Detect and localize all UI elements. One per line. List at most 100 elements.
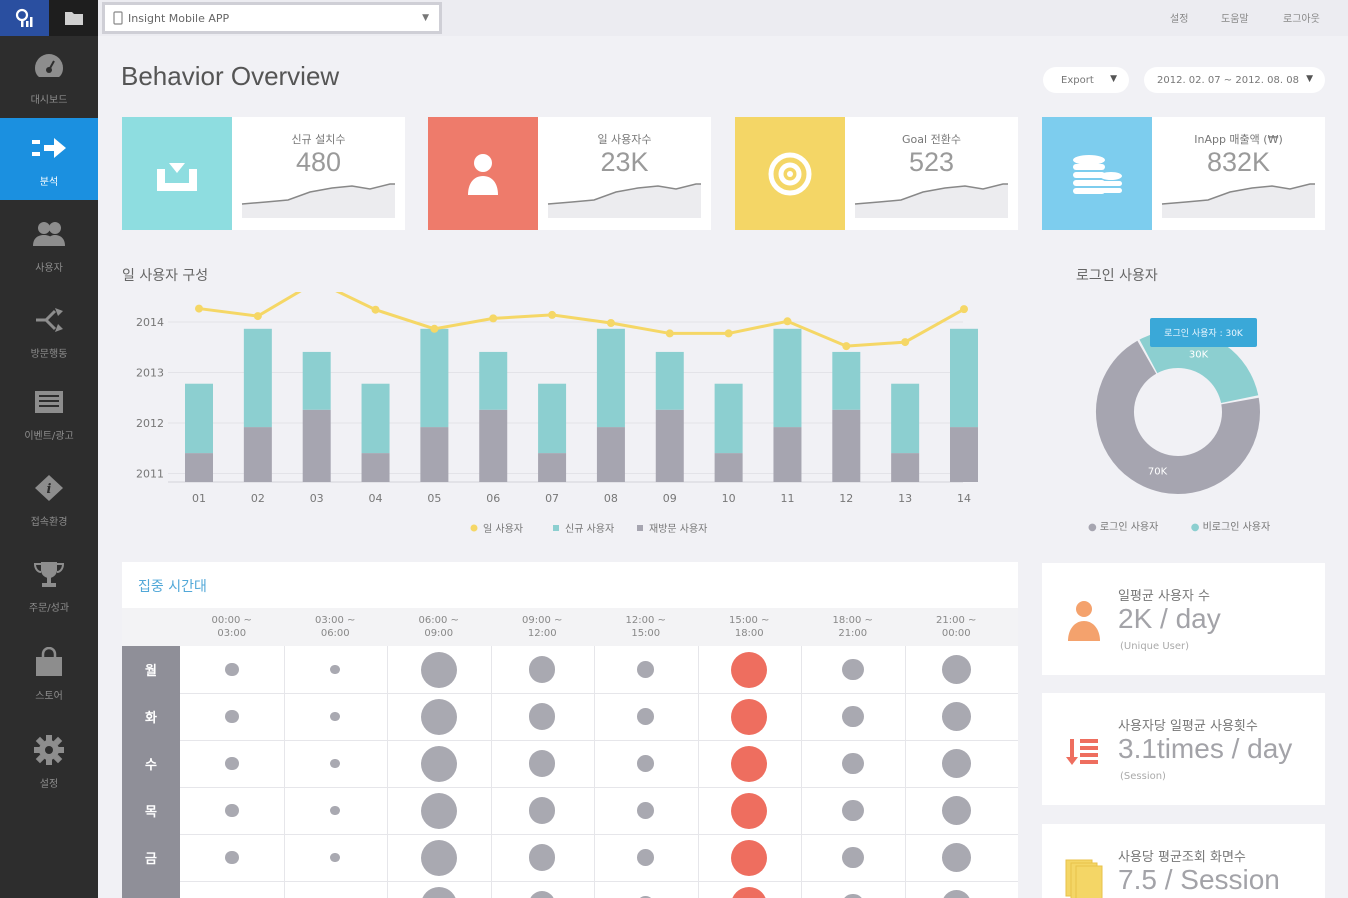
kpi-card-inapp-revenue[interactable]: InApp 매출액 (₩) 832K bbox=[1042, 117, 1325, 230]
kpi-value: 480 bbox=[295, 147, 342, 177]
sidebar-item-analysis[interactable]: 분석 bbox=[0, 118, 98, 200]
bar-new bbox=[655, 351, 684, 410]
bar-new bbox=[891, 383, 920, 454]
legend-marker bbox=[637, 525, 643, 531]
grid-row-divider bbox=[180, 693, 1018, 694]
heatmap-dot bbox=[637, 661, 655, 678]
app-logo[interactable] bbox=[0, 0, 49, 36]
kpi-label: 신규 설치수 bbox=[291, 133, 346, 146]
x-tick-label: 14 bbox=[957, 492, 971, 505]
bar-returning bbox=[596, 427, 625, 482]
x-tick-label: 01 bbox=[192, 492, 206, 505]
line-point bbox=[901, 338, 910, 347]
sidebar-item-label: 사용자 bbox=[35, 263, 63, 274]
sidebar-item-label: 접속환경 bbox=[30, 517, 68, 528]
bar-returning bbox=[243, 427, 272, 482]
app-select[interactable]: Insight Mobile APP ▼ bbox=[102, 2, 442, 34]
bar-returning bbox=[950, 427, 978, 482]
x-tick-label: 13 bbox=[898, 492, 912, 505]
grid-divider bbox=[904, 646, 906, 898]
bar-new bbox=[420, 328, 449, 428]
legend-marker bbox=[553, 525, 559, 531]
coins-icon bbox=[1042, 117, 1152, 230]
y-tick-label: 2012 bbox=[136, 417, 164, 430]
logout-link[interactable]: 로그아웃 bbox=[1283, 14, 1320, 25]
settings-link[interactable]: 설정 bbox=[1170, 14, 1189, 25]
sidebar-item-label: 스토어 bbox=[35, 691, 63, 702]
time-slot-start: 21:00 ~ bbox=[936, 615, 977, 626]
heatmap-dot bbox=[330, 805, 341, 816]
sidebar-item-users[interactable]: 사용자 bbox=[0, 204, 98, 286]
heatmap-dot bbox=[529, 891, 556, 898]
time-slot-header: 18:00 ~ 21:00 bbox=[813, 614, 893, 640]
x-tick-label: 04 bbox=[369, 492, 383, 505]
x-tick-label: 02 bbox=[251, 492, 265, 505]
heatmap-dot bbox=[225, 662, 239, 677]
sidebar-item-label: 대시보드 bbox=[30, 95, 68, 106]
bar-returning bbox=[538, 453, 567, 482]
export-dropdown[interactable]: Export ▼ bbox=[1043, 67, 1129, 93]
gear-icon bbox=[30, 734, 68, 766]
heatmap-dot bbox=[420, 745, 457, 782]
stat-subtitle: (Unique User) bbox=[1120, 641, 1190, 652]
bag-icon bbox=[30, 646, 68, 678]
sidebar-item-orders[interactable]: 주문/성과 bbox=[0, 544, 98, 626]
kpi-card-daily-users[interactable]: 일 사용자수 23K bbox=[428, 117, 711, 230]
bar-new bbox=[714, 383, 743, 454]
peak-hours-panel: 집중 시간대 00:00 ~ 03:00 03:00 ~ 06:00 06:00 ~ 09… bbox=[122, 562, 1018, 898]
stat-subtitle: (Session) bbox=[1120, 771, 1166, 782]
kpi-card-installs[interactable]: 신규 설치수 480 bbox=[122, 117, 405, 230]
sidebar-item-visit-behavior[interactable]: 방문행동 bbox=[0, 290, 98, 372]
legend-marker: ● bbox=[1190, 522, 1200, 533]
stat-value: 3.1times / day bbox=[1118, 733, 1293, 764]
heatmap-dot bbox=[330, 852, 341, 863]
folder-button[interactable] bbox=[49, 0, 98, 36]
heatmap-dot bbox=[841, 893, 864, 898]
sidebar-item-settings[interactable]: 설정 bbox=[0, 720, 98, 802]
heatmap-dot bbox=[225, 756, 239, 771]
heatmap-dot bbox=[529, 656, 556, 683]
kpi-card-goal-conversions[interactable]: Goal 전환수 523 bbox=[735, 117, 1018, 230]
time-slot-end: 15:00 bbox=[631, 628, 661, 639]
time-slot-header: 06:00 ~ 09:00 bbox=[399, 614, 479, 640]
line-point bbox=[371, 305, 380, 314]
heatmap-dot bbox=[225, 803, 239, 818]
heatmap-dot bbox=[225, 850, 239, 865]
sidebar-item-label: 이벤트/광고 bbox=[24, 431, 74, 442]
sidebar-item-store[interactable]: 스토어 bbox=[0, 632, 98, 714]
x-tick-label: 06 bbox=[486, 492, 500, 505]
time-header-row: 00:00 ~ 03:00 03:00 ~ 06:00 06:00 ~ 09:00 09:0… bbox=[122, 608, 1018, 646]
heatmap-dot bbox=[731, 698, 768, 735]
help-link[interactable]: 도움말 bbox=[1221, 14, 1249, 25]
svg-text:i: i bbox=[47, 482, 52, 497]
heatmap-dot bbox=[225, 709, 239, 724]
heatmap-dot bbox=[941, 843, 971, 872]
line-point bbox=[665, 329, 674, 338]
target-icon bbox=[735, 117, 845, 230]
app-select-value: Insight Mobile APP bbox=[128, 11, 230, 25]
date-range-picker[interactable]: 2012. 02. 07 ~ 2012. 08. 08 ▼ bbox=[1144, 67, 1325, 93]
peak-hours-title: 집중 시간대 bbox=[138, 579, 207, 595]
page-title: Behavior Overview bbox=[121, 61, 340, 91]
mobile-icon bbox=[113, 11, 123, 25]
day-label: 월 bbox=[122, 646, 180, 693]
stat-title: 사용자당 일평균 사용횟수 bbox=[1118, 719, 1258, 734]
day-label: 목 bbox=[122, 787, 180, 834]
heatmap-dot bbox=[841, 658, 864, 681]
legend-non-login: 비로그인 사용자 bbox=[1202, 522, 1271, 533]
sparkline bbox=[547, 183, 701, 218]
heatmap-dot bbox=[637, 802, 655, 819]
kpi-label: InApp 매출액 (₩) bbox=[1194, 133, 1283, 146]
sidebar-item-dashboard[interactable]: 대시보드 bbox=[0, 36, 98, 118]
trophy-icon bbox=[30, 558, 68, 590]
sidebar-item-environment[interactable]: i 접속환경 bbox=[0, 458, 98, 540]
export-label: Export bbox=[1061, 74, 1094, 86]
line-point bbox=[253, 312, 262, 321]
sparkline bbox=[241, 183, 395, 218]
heatmap-dot bbox=[941, 890, 971, 898]
grid-divider bbox=[283, 646, 285, 898]
sidebar-item-events[interactable]: 이벤트/광고 bbox=[0, 372, 98, 454]
inbox-icon bbox=[30, 386, 68, 418]
time-slot-header: 00:00 ~ 03:00 bbox=[192, 614, 272, 640]
heatmap-dot bbox=[330, 664, 341, 675]
